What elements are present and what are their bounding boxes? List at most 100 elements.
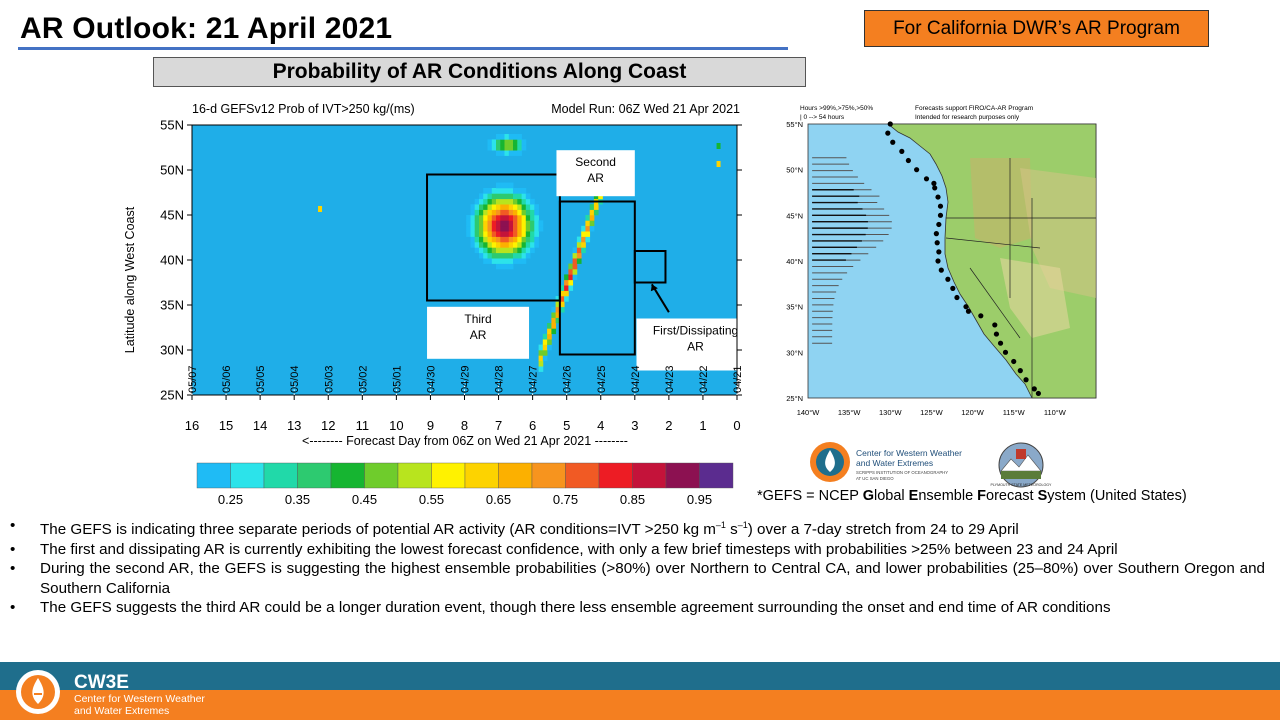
colorbar-swatch: [531, 462, 566, 489]
x-tick-label: 12: [321, 418, 335, 433]
x-tick-label: 9: [427, 418, 434, 433]
coast-point: [914, 167, 920, 173]
colorbar-label: 0.25: [218, 492, 243, 507]
coast-point: [933, 231, 939, 237]
x-tick-label: 1: [699, 418, 706, 433]
chart-title: 16-d GEFSv12 Prob of IVT>250 kg/(ms): [192, 102, 415, 116]
coast-hours-map: 25°N 30°N 35°N 40°N 45°N 50°N 55°N 140°W 135°W 13…: [786, 105, 1097, 417]
coast-point: [945, 276, 951, 282]
colorbar-label: 0.45: [352, 492, 377, 507]
coast-point: [950, 285, 956, 291]
gefs-prefix: *GEFS = NCEP: [757, 488, 863, 504]
date-tick-label: 04/22: [698, 365, 710, 393]
y-axis-label: Latitude along West Coast: [123, 206, 137, 353]
footer-cw3e-logo: CW3E Center for Western Weather and Wate…: [16, 670, 205, 717]
colorbar-swatch: [431, 462, 466, 489]
summary-bullets: • The GEFS is indicating three separate …: [10, 516, 1265, 618]
coast-point: [899, 148, 905, 154]
coast-point: [885, 130, 891, 136]
coast-point: [937, 212, 944, 218]
date-tick-label: 04/24: [630, 365, 642, 393]
colorbar-label: 0.85: [620, 492, 645, 507]
gefs-ystem: ystem (United States): [1047, 488, 1187, 504]
date-tick-label: 05/05: [255, 365, 267, 393]
map-lat-label: 30°N: [786, 348, 803, 357]
x-tick-label: 14: [253, 418, 267, 433]
coast-point: [1023, 377, 1029, 383]
map-note-line1: Forecasts support FIRO/CA-AR Program: [915, 105, 1033, 112]
bullet-text: The first and dissipating AR is currentl…: [40, 540, 1118, 558]
coast-point: [937, 203, 944, 209]
colorbar-swatch: [665, 462, 700, 489]
date-tick-label: 04/25: [596, 365, 608, 393]
footer-band-bottom: [0, 690, 1280, 720]
x-tick-label: 5: [563, 418, 570, 433]
bullet-text: The GEFS is indicating three separate pe…: [40, 520, 1019, 539]
map-lon-label: 115°W: [1003, 408, 1026, 417]
x-tick-label: 10: [389, 418, 403, 433]
x-tick-label: 8: [461, 418, 468, 433]
gefs-definition: *GEFS = NCEP Global Ensemble Forecast Sy…: [757, 488, 1187, 504]
x-tick-label: 3: [631, 418, 638, 433]
x-tick-label: 11: [356, 418, 370, 433]
date-tick-label: 05/03: [323, 365, 335, 393]
colorbar-swatch: [498, 462, 533, 489]
date-tick-label: 04/26: [562, 365, 574, 393]
colorbar-label: 0.75: [553, 492, 578, 507]
coast-point: [1002, 349, 1009, 355]
date-tick-label: 04/28: [494, 365, 506, 393]
colorbar-swatch: [230, 462, 265, 489]
coast-point: [923, 176, 930, 182]
coast-point: [935, 194, 941, 200]
y-tick-label: 35N: [160, 298, 184, 313]
coast-point: [1017, 368, 1023, 374]
coast-point: [1011, 358, 1017, 365]
date-tick-label: 05/01: [391, 365, 403, 393]
map-lat-label: 25°N: [786, 394, 803, 403]
map-lat-label: 40°N: [786, 257, 803, 266]
map-lon-label: 135°W: [838, 408, 862, 417]
y-tick-label: 30N: [160, 343, 184, 358]
x-tick-label: 15: [219, 418, 233, 433]
coast-point: [1031, 386, 1037, 392]
map-lon-label: 130°W: [879, 408, 903, 417]
gefs-f: F: [977, 488, 987, 504]
cw3e-logo-line2: and Water Extremes: [856, 458, 933, 468]
y-tick-label: 55N: [160, 118, 184, 133]
gefs-g: G: [862, 488, 874, 504]
colorbar-label: 0.35: [285, 492, 310, 507]
coast-point: [936, 221, 942, 228]
colorbar-swatch: [464, 462, 499, 489]
annotation-arrowhead: [650, 284, 658, 292]
colorbar-swatch: [397, 462, 432, 489]
chart-subtitle: Model Run: 06Z Wed 21 Apr 2021: [551, 102, 740, 116]
coast-point: [887, 121, 893, 127]
page-title: AR Outlook: 21 April 2021: [20, 12, 393, 45]
cw3e-logo-line3: SCRIPPS INSTITUTION OF OCEANOGRAPHY: [856, 470, 948, 475]
gefs-e: E: [908, 488, 919, 504]
annotation-label: Second: [575, 155, 616, 169]
colorbar-label: 0.95: [687, 492, 712, 507]
coast-point: [992, 322, 998, 328]
gefs-lobal: lobal: [873, 488, 909, 504]
x-tick-label: 7: [495, 418, 502, 433]
date-tick-label: 05/07: [187, 365, 199, 393]
date-tick-label: 05/04: [289, 365, 301, 393]
cw3e-logo-line4: AT UC SAN DIEGO: [856, 476, 894, 481]
colorbar-label: 0.55: [419, 492, 444, 507]
map-lat-label: 50°N: [786, 166, 803, 175]
x-tick-label: 0: [733, 418, 740, 433]
colorbar-swatch: [632, 462, 667, 489]
bullet-dot: •: [10, 540, 16, 558]
colorbar-swatch: [196, 462, 231, 489]
title-underline: [18, 47, 788, 50]
cw3e-logo: Center for Western Weather and Water Ext…: [810, 442, 962, 482]
coast-point: [997, 340, 1004, 346]
bullet-item: • During the second AR, the GEFS is sugg…: [10, 559, 1265, 598]
bullet-item: • The GEFS is indicating three separate …: [10, 516, 1265, 540]
section-heading: Probability of AR Conditions Along Coast: [153, 57, 806, 87]
annotation-label: AR: [587, 171, 604, 185]
map-lon-label: 125°W: [920, 408, 944, 417]
y-tick-label: 40N: [160, 253, 184, 268]
colorbar-swatch: [364, 462, 399, 489]
